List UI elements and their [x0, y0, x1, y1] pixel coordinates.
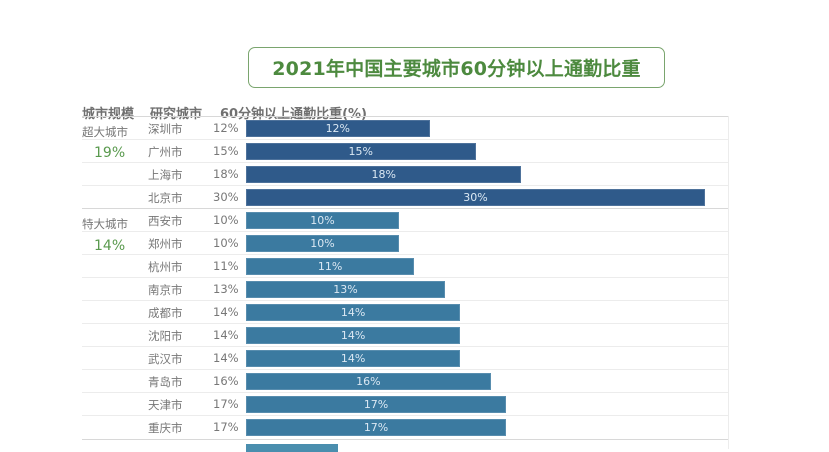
table-row: 杭州市 11% 11% [82, 254, 728, 277]
bar-label: 11% [317, 260, 343, 273]
commute-share-value: 13% [213, 282, 239, 296]
chart-title-box: 2021年中国主要城市60分钟以上通勤比重 [248, 47, 665, 88]
bar-label: 17% [363, 421, 389, 434]
commute-share-value: 10% [213, 236, 239, 250]
table-row: 上海市 18% 18% [82, 162, 728, 185]
commute-share-value: 16% [213, 374, 239, 388]
city-name: 北京市 [148, 191, 183, 205]
table-row: 广州市 15% 15% [82, 139, 728, 162]
bar: 18% [246, 166, 522, 183]
commute-share-value: 12% [213, 121, 239, 135]
bar-label: 14% [340, 306, 366, 319]
table-row: 西安市 10% 10% [82, 208, 728, 231]
table-row: 青岛市 16% 16% [82, 369, 728, 392]
bar: 30% [246, 189, 705, 206]
bar-partial-cutoff [246, 444, 338, 452]
city-name: 青岛市 [148, 375, 183, 389]
table-row: 重庆市 17% 17% [82, 415, 728, 438]
header-city: 研究城市 [150, 107, 203, 122]
table-row: 深圳市 12% 12% [82, 116, 728, 139]
bar: 17% [246, 419, 507, 436]
table-row: 天津市 17% 17% [82, 392, 728, 415]
bar-label: 30% [463, 191, 488, 204]
bar: 14% [246, 327, 461, 344]
header-commute-share: 60分钟以上通勤比重(%) [220, 107, 367, 122]
bar: 12% [246, 120, 430, 137]
commute-share-value: 17% [213, 420, 239, 434]
bar-label: 13% [333, 283, 358, 296]
table-right-border [728, 116, 729, 449]
bar-label: 10% [310, 214, 335, 227]
bar-label: 14% [340, 329, 366, 342]
commute-share-value: 17% [213, 397, 239, 411]
city-name: 南京市 [148, 283, 183, 297]
city-name: 天津市 [148, 398, 183, 412]
city-name: 深圳市 [148, 122, 183, 136]
bar-label: 10% [310, 237, 335, 250]
city-name: 上海市 [148, 168, 183, 182]
city-name: 杭州市 [148, 260, 183, 274]
city-name: 武汉市 [148, 352, 183, 366]
bar: 16% [246, 373, 491, 390]
bar-label: 14% [340, 352, 366, 365]
commute-share-value: 11% [213, 259, 239, 273]
bar: 14% [246, 304, 461, 321]
group-label-mega: 特大城市 [82, 217, 128, 231]
bar-label: 18% [371, 168, 396, 181]
bar: 17% [246, 396, 507, 413]
table-row: 武汉市 14% 14% [82, 346, 728, 369]
bar: 15% [246, 143, 476, 160]
commute-share-value: 18% [213, 167, 239, 181]
commute-share-value: 14% [213, 328, 239, 342]
bar-label: 15% [348, 145, 373, 158]
city-name: 广州市 [148, 145, 183, 159]
bar-label: 12% [325, 122, 351, 135]
table-row: 南京市 13% 13% [82, 277, 728, 300]
bar: 11% [246, 258, 415, 275]
bar: 10% [246, 235, 399, 252]
city-name: 成都市 [148, 306, 183, 320]
bar: 10% [246, 212, 399, 229]
commute-share-value: 15% [213, 144, 239, 158]
commute-share-value: 10% [213, 213, 239, 227]
group-label-super: 超大城市 [82, 125, 128, 139]
commute-share-value: 14% [213, 351, 239, 365]
city-name: 郑州市 [148, 237, 183, 251]
table-row: 成都市 14% 14% [82, 300, 728, 323]
divider-next-group [82, 439, 728, 440]
header-city-scale: 城市规模 [82, 107, 135, 122]
commute-share-value: 30% [213, 190, 239, 204]
group-avg-mega: 14% [94, 238, 126, 254]
bar-label: 16% [356, 375, 381, 388]
bar: 14% [246, 350, 461, 367]
city-name: 重庆市 [148, 421, 183, 435]
group-avg-super: 19% [94, 145, 126, 161]
table-row: 郑州市 10% 10% [82, 231, 728, 254]
table-row: 沈阳市 14% 14% [82, 323, 728, 346]
chart-title: 2021年中国主要城市60分钟以上通勤比重 [272, 58, 641, 80]
city-name: 沈阳市 [148, 329, 183, 343]
commute-share-value: 14% [213, 305, 239, 319]
city-name: 西安市 [148, 214, 183, 228]
bar: 13% [246, 281, 445, 298]
table-row: 北京市 30% 30% [82, 185, 728, 208]
bar-label: 17% [363, 398, 389, 411]
